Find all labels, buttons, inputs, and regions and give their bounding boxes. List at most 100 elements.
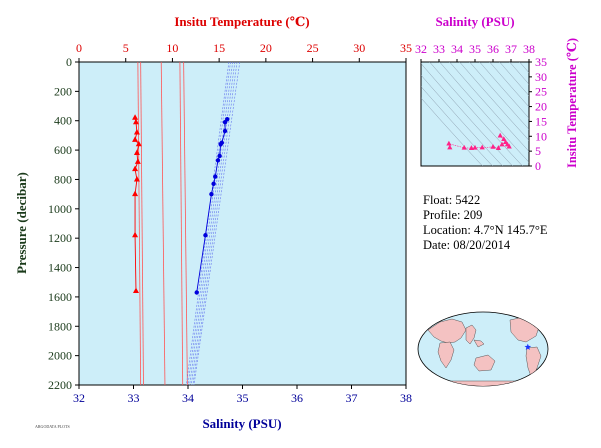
salinity-reference-line (193, 62, 241, 385)
world-map (417, 311, 549, 387)
temperature-point (134, 158, 141, 164)
africa-landmass (437, 341, 455, 369)
pressure-tick-label: 1800 (48, 319, 72, 333)
ts-salinity-tick-label: 32 (415, 42, 427, 56)
profile-number: Profile: 209 (423, 208, 483, 222)
ts-temperature-tick-label: 25 (535, 85, 547, 99)
pressure-axis-ticks: 0 200 400 600 800 1000 1200 1400 1600 1800 2000 220… (48, 55, 79, 392)
main-plot-area (78, 61, 407, 386)
temperature-tick-label: 30 (353, 41, 365, 55)
salinity-tick-label: 36 (291, 391, 303, 405)
salinity-reference-line (192, 62, 238, 385)
salinity-reference-line (190, 62, 236, 385)
temperature-reference-line (137, 62, 142, 385)
ts-temperature-tick-label: 20 (535, 100, 547, 114)
temperature-point (132, 165, 139, 172)
temperature-point (133, 128, 140, 135)
salinity-point (217, 153, 222, 159)
salinity-tick-label: 38 (400, 391, 412, 405)
density-contour (479, 62, 529, 119)
salinity-point (222, 128, 228, 134)
ts-temperature-tick-label: 5 (535, 144, 541, 158)
temperature-point (132, 114, 139, 120)
temperature-point (132, 287, 139, 294)
density-contour (439, 62, 529, 163)
density-contour (519, 62, 529, 74)
temperature-point (132, 118, 139, 125)
density-contour (421, 74, 503, 166)
salinity-tick-label: 32 (73, 391, 85, 405)
salinity-reference-line (187, 62, 231, 385)
temperature-point (132, 190, 139, 197)
salinity-reference-line (186, 62, 230, 385)
ts-temperature-tick-label: 35 (535, 55, 547, 69)
density-contour (509, 62, 529, 85)
east-asia-landmass (465, 324, 477, 345)
main-chart: 0 5 10 15 20 25 30 35 32 33 34 35 36 37 38 0 200 400 600… (14, 14, 412, 431)
footer-credit: ARGODATA PLOTS (35, 424, 70, 429)
ts-point (461, 144, 467, 150)
ts-salinity-title: Salinity (PSU) (435, 14, 514, 29)
pressure-tick-label: 800 (54, 172, 72, 186)
temperature-tick-label: 5 (123, 41, 129, 55)
salinity-point (215, 158, 221, 163)
ts-salinity-tick-label: 38 (523, 42, 535, 56)
density-contour (421, 97, 483, 166)
temperature-point (133, 149, 140, 156)
temperature-profile (132, 114, 142, 294)
ts-point (447, 144, 453, 150)
ts-points (446, 132, 512, 150)
temperature-reference-line (160, 62, 166, 385)
ts-point (501, 136, 507, 142)
ts-point (468, 145, 474, 150)
salinity-point (209, 191, 214, 197)
pressure-tick-label: 400 (54, 114, 72, 128)
pressure-axis-title: Pressure (decibar) (14, 172, 29, 274)
salinity-point (203, 233, 208, 238)
ts-temperature-tick-label: 15 (535, 114, 547, 128)
salinity-point (194, 290, 199, 295)
ts-temperature-title: Insitu Temperature (℃) (565, 38, 579, 168)
temperature-reference-line (140, 62, 144, 385)
ts-salinity-tick-label: 37 (505, 42, 517, 56)
density-contour (459, 62, 529, 141)
salinity-tick-label: 33 (128, 391, 140, 405)
temperature-point (133, 175, 140, 182)
density-contour (489, 62, 529, 108)
salinity-profile (194, 117, 230, 295)
pressure-tick-label: 1600 (48, 290, 72, 304)
density-contour (421, 86, 493, 166)
pressure-tick-label: 2200 (48, 378, 72, 392)
ts-point (490, 143, 496, 149)
salinity-tick-label: 34 (182, 391, 194, 405)
float-info-panel: Float: 5422 Profile: 209 Location: 4.7°N… (423, 193, 548, 253)
pressure-tick-label: 200 (54, 84, 72, 98)
density-contour (421, 63, 513, 166)
ts-temperature-tick-label: 30 (535, 70, 547, 84)
ts-point (446, 140, 452, 146)
density-contours (421, 62, 529, 166)
salinity-point (213, 174, 218, 179)
maritime-continent (473, 339, 485, 348)
pressure-tick-label: 1400 (48, 261, 72, 275)
pressure-tick-label: 1200 (48, 231, 72, 245)
ts-point (497, 132, 503, 138)
ts-salinity-ticks: 32 33 34 35 36 37 38 (415, 42, 535, 62)
density-contour (449, 62, 529, 152)
pressure-tick-label: 0 (66, 55, 72, 69)
temperature-tick-label: 15 (213, 41, 225, 55)
salinity-reference-line (189, 62, 233, 385)
ts-salinity-tick-label: 35 (469, 42, 481, 56)
pressure-tick-label: 600 (54, 143, 72, 157)
temperature-reference-lines (137, 62, 188, 385)
density-contour (469, 62, 529, 130)
antarctica-landmass (419, 380, 548, 386)
ts-point (506, 143, 512, 149)
pressure-tick-label: 2000 (48, 349, 72, 363)
temperature-reference-line (179, 62, 184, 385)
ts-temperature-tick-label: 0 (535, 159, 541, 173)
ts-salinity-tick-label: 34 (451, 42, 463, 56)
